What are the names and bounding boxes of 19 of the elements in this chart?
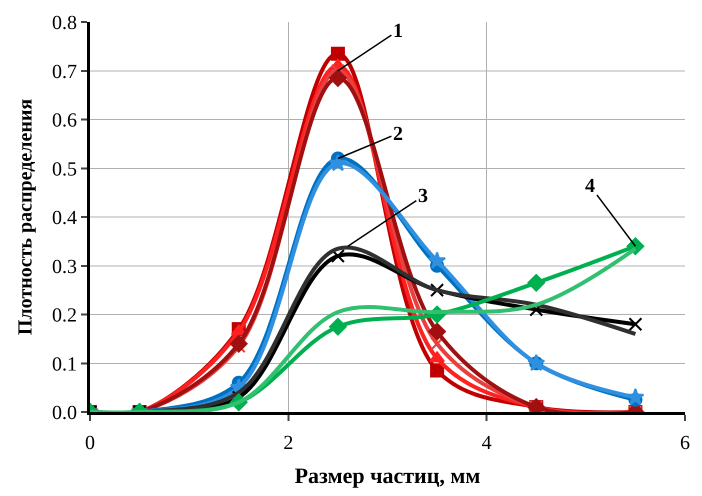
- annotation: 1: [393, 20, 403, 42]
- y-tick-label: 0.2: [52, 304, 77, 326]
- x-axis-title: Размер частиц, мм: [294, 462, 480, 488]
- x-tick-label: 6: [680, 432, 690, 454]
- annotation: 3: [418, 185, 428, 207]
- y-tick-label: 0.6: [52, 110, 77, 132]
- x-tick-label: 0: [85, 432, 95, 454]
- annotation: 2: [393, 123, 403, 145]
- y-tick-label: 0.5: [52, 158, 77, 180]
- y-tick-label: 0.0: [52, 402, 77, 424]
- y-tick-label: 0.8: [52, 12, 77, 34]
- x-tick-label: 4: [482, 432, 492, 454]
- y-tick-label: 0.1: [52, 353, 77, 376]
- y-tick-label: 0.7: [52, 60, 77, 83]
- annotation: 4: [585, 175, 595, 197]
- y-tick-label: 0.4: [52, 207, 77, 229]
- y-axis-title: Плотность распределения: [14, 98, 36, 336]
- x-tick-label: 2: [283, 432, 294, 454]
- y-tick-label: 0.3: [52, 256, 77, 278]
